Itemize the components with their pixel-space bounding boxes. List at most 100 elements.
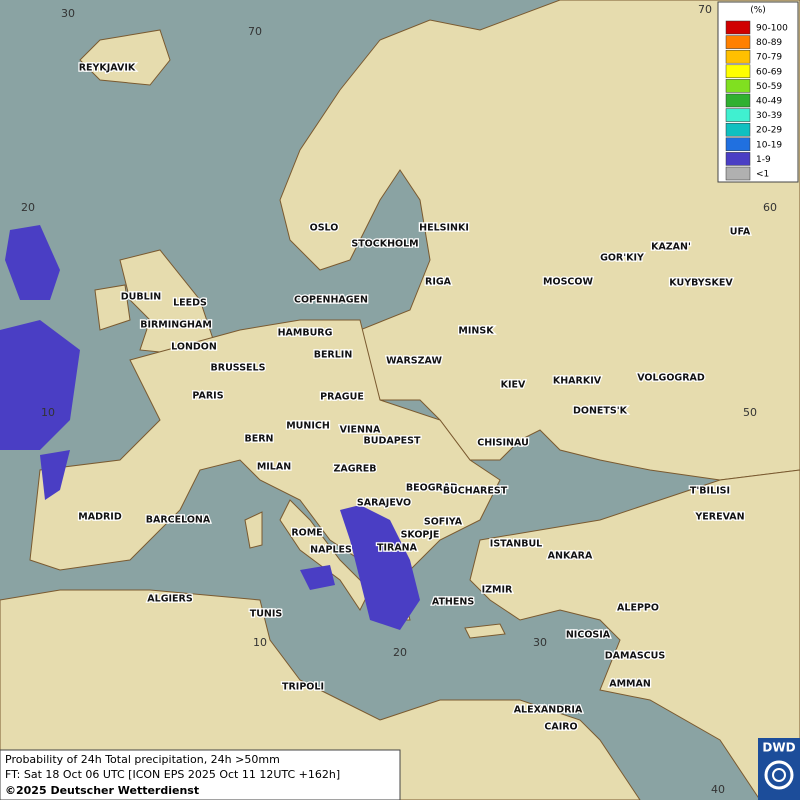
city-label: CHISINAU bbox=[477, 438, 529, 449]
city-label: SARAJEVO bbox=[357, 498, 411, 509]
city-label: BARCELONA bbox=[146, 515, 211, 526]
legend-label: 30-39 bbox=[756, 111, 782, 121]
city-label: VIENNA bbox=[340, 425, 381, 436]
city-label: OSLO bbox=[310, 223, 339, 234]
legend-label: 90-100 bbox=[756, 24, 788, 34]
logo: DWD bbox=[758, 738, 800, 800]
legend-swatch bbox=[725, 79, 751, 93]
city-label: SKOPJE bbox=[401, 530, 440, 541]
city-label: KUYBYSKEV bbox=[669, 278, 733, 289]
graticule-label: 70 bbox=[698, 3, 712, 16]
city-label: ATHENS bbox=[432, 597, 474, 608]
legend-label: 1-9 bbox=[756, 155, 771, 165]
legend: (%) 90-100 80-89 70-79 60-69 50-59 40-49 30-39… bbox=[717, 1, 799, 183]
city-label: KIEV bbox=[501, 380, 526, 391]
legend-label: 50-59 bbox=[756, 82, 782, 92]
city-label: WARSZAW bbox=[386, 356, 442, 367]
legend-swatch bbox=[725, 64, 751, 79]
graticule-label: 30 bbox=[533, 636, 547, 649]
city-label: ISTANBUL bbox=[490, 539, 542, 550]
city-label: COPENHAGEN bbox=[294, 295, 368, 306]
city-label: ALEPPO bbox=[617, 603, 659, 614]
graticule-label: 50 bbox=[743, 406, 757, 419]
city-label: ANKARA bbox=[548, 551, 593, 562]
legend-label: 60-69 bbox=[756, 67, 782, 77]
city-label: MADRID bbox=[78, 512, 122, 523]
graticule-labels: 30 70 70 20 10 60 50 10 20 30 40 bbox=[21, 3, 777, 796]
city-label: ALEXANDRIA bbox=[514, 705, 583, 716]
city-label: DAMASCUS bbox=[605, 651, 666, 662]
city-label: MINSK bbox=[458, 326, 494, 337]
city-label: MUNICH bbox=[286, 421, 330, 432]
city-label: AMMAN bbox=[609, 679, 651, 690]
city-label: BEOGRAD bbox=[406, 483, 458, 494]
city-label: T'BILISI bbox=[690, 486, 730, 497]
graticule-label: 70 bbox=[248, 25, 262, 38]
city-label: GOR'KIY bbox=[600, 253, 644, 264]
legend-swatch bbox=[725, 166, 751, 181]
legend-swatch bbox=[725, 108, 751, 122]
city-label: SOFIYA bbox=[424, 517, 463, 528]
city-label: BUDAPEST bbox=[364, 436, 421, 447]
legend-label: 80-89 bbox=[756, 38, 782, 48]
legend-label: 40-49 bbox=[756, 97, 782, 107]
footer-line: FT: Sat 18 Oct 06 UTC [ICON EPS 2025 Oct… bbox=[5, 768, 340, 781]
footer-line: ©2025 Deutscher Wetterdienst bbox=[5, 784, 199, 797]
city-label: ROME bbox=[291, 528, 322, 539]
city-label: REYKJAVIK bbox=[79, 63, 136, 74]
city-label: ZAGREB bbox=[333, 464, 376, 475]
precipitation-area bbox=[0, 225, 420, 630]
city-label: YEREVAN bbox=[694, 512, 744, 523]
city-label: LEEDS bbox=[173, 298, 207, 309]
graticule-label: 60 bbox=[763, 201, 777, 214]
footer-box bbox=[0, 749, 401, 800]
city-label: HELSINKI bbox=[419, 223, 469, 234]
legend-swatch bbox=[725, 152, 751, 166]
legend-swatch bbox=[725, 122, 751, 137]
graticule-label: 10 bbox=[253, 636, 267, 649]
logo-icon bbox=[772, 768, 786, 782]
legend-swatch bbox=[725, 35, 751, 49]
city-label: RIGA bbox=[425, 277, 452, 288]
city-label: STOCKHOLM bbox=[351, 239, 418, 250]
logo-text: DWD bbox=[762, 741, 795, 755]
legend-label: 20-29 bbox=[756, 126, 782, 136]
city-label: TIRANA bbox=[377, 543, 418, 554]
city-label: HAMBURG bbox=[278, 328, 333, 339]
city-label: ALGIERS bbox=[147, 594, 193, 605]
legend-label: <1 bbox=[756, 170, 769, 180]
city-label: DUBLIN bbox=[121, 292, 161, 303]
city-label: PARIS bbox=[192, 391, 223, 402]
city-label: MILAN bbox=[257, 462, 291, 473]
city-label: NAPLES bbox=[310, 545, 352, 556]
city-label: DONETS'K bbox=[573, 406, 628, 417]
city-label: TRIPOLI bbox=[282, 682, 324, 693]
city-label: BERN bbox=[245, 434, 274, 445]
legend-swatch bbox=[725, 20, 751, 35]
city-label: BERLIN bbox=[314, 350, 353, 361]
graticule-label: 20 bbox=[21, 201, 35, 214]
legend-label: 10-19 bbox=[756, 140, 782, 150]
city-label: KHARKIV bbox=[553, 376, 602, 387]
city-label: LONDON bbox=[171, 342, 217, 353]
legend-swatch bbox=[725, 93, 751, 108]
graticule-label: 30 bbox=[61, 7, 75, 20]
city-label: BUCHAREST bbox=[443, 486, 508, 497]
graticule-label: 40 bbox=[711, 783, 725, 796]
legend-items: 90-100 80-89 70-79 60-69 50-59 40-49 30-39 20-2… bbox=[725, 20, 788, 181]
city-label: PRAGUE bbox=[320, 392, 364, 403]
footer: Probability of 24h Total precipitation, … bbox=[0, 749, 401, 800]
city-label: NICOSIA bbox=[566, 630, 611, 641]
logo-icon bbox=[764, 760, 794, 790]
graticule-label: 10 bbox=[41, 406, 55, 419]
city-label: KAZAN' bbox=[651, 242, 691, 253]
city-label: TUNIS bbox=[250, 609, 283, 620]
footer-line: Probability of 24h Total precipitation, … bbox=[5, 753, 280, 766]
city-label: MOSCOW bbox=[543, 277, 593, 288]
city-label: CAIRO bbox=[544, 722, 577, 733]
legend-unit: (%) bbox=[750, 6, 766, 16]
legend-label: 70-79 bbox=[756, 53, 782, 63]
city-label: IZMIR bbox=[482, 585, 513, 596]
